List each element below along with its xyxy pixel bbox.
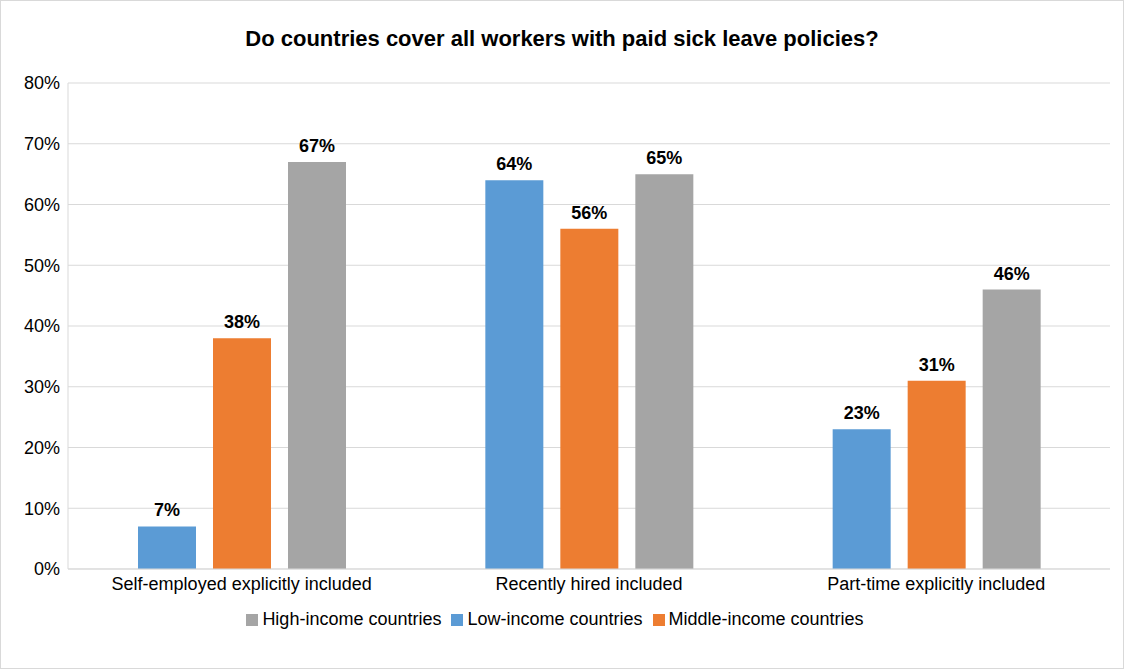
svg-text:0%: 0% [34, 559, 60, 579]
svg-text:Self-employed explicitly inclu: Self-employed explicitly included [112, 574, 372, 594]
svg-text:70%: 70% [24, 134, 60, 154]
svg-text:38%: 38% [224, 312, 260, 332]
svg-text:64%: 64% [496, 154, 532, 174]
svg-text:10%: 10% [24, 499, 60, 519]
svg-text:46%: 46% [994, 264, 1030, 284]
svg-text:Part-time explicitly included: Part-time explicitly included [827, 574, 1045, 594]
svg-text:7%: 7% [154, 500, 180, 520]
svg-text:56%: 56% [571, 203, 607, 223]
svg-text:30%: 30% [24, 377, 60, 397]
svg-text:60%: 60% [24, 195, 60, 215]
html-text:Low-income countries: Low-income countries [467, 609, 643, 629]
html-text:High-income countries: High-income countries [262, 609, 442, 629]
svg-text:23%: 23% [844, 403, 880, 423]
svg-text:40%: 40% [24, 316, 60, 336]
html-text:Do countries cover all workers: Do countries cover all workers with paid… [245, 26, 879, 51]
svg-text:65%: 65% [646, 148, 682, 168]
svg-text:31%: 31% [919, 355, 955, 375]
html-text:Middle-income countries: Middle-income countries [668, 609, 864, 629]
svg-text:50%: 50% [24, 256, 60, 276]
svg-text:80%: 80% [24, 73, 60, 93]
svg-text:Recently hired included: Recently hired included [495, 574, 682, 594]
svg-text:20%: 20% [24, 438, 60, 458]
svg-text:67%: 67% [299, 136, 335, 156]
